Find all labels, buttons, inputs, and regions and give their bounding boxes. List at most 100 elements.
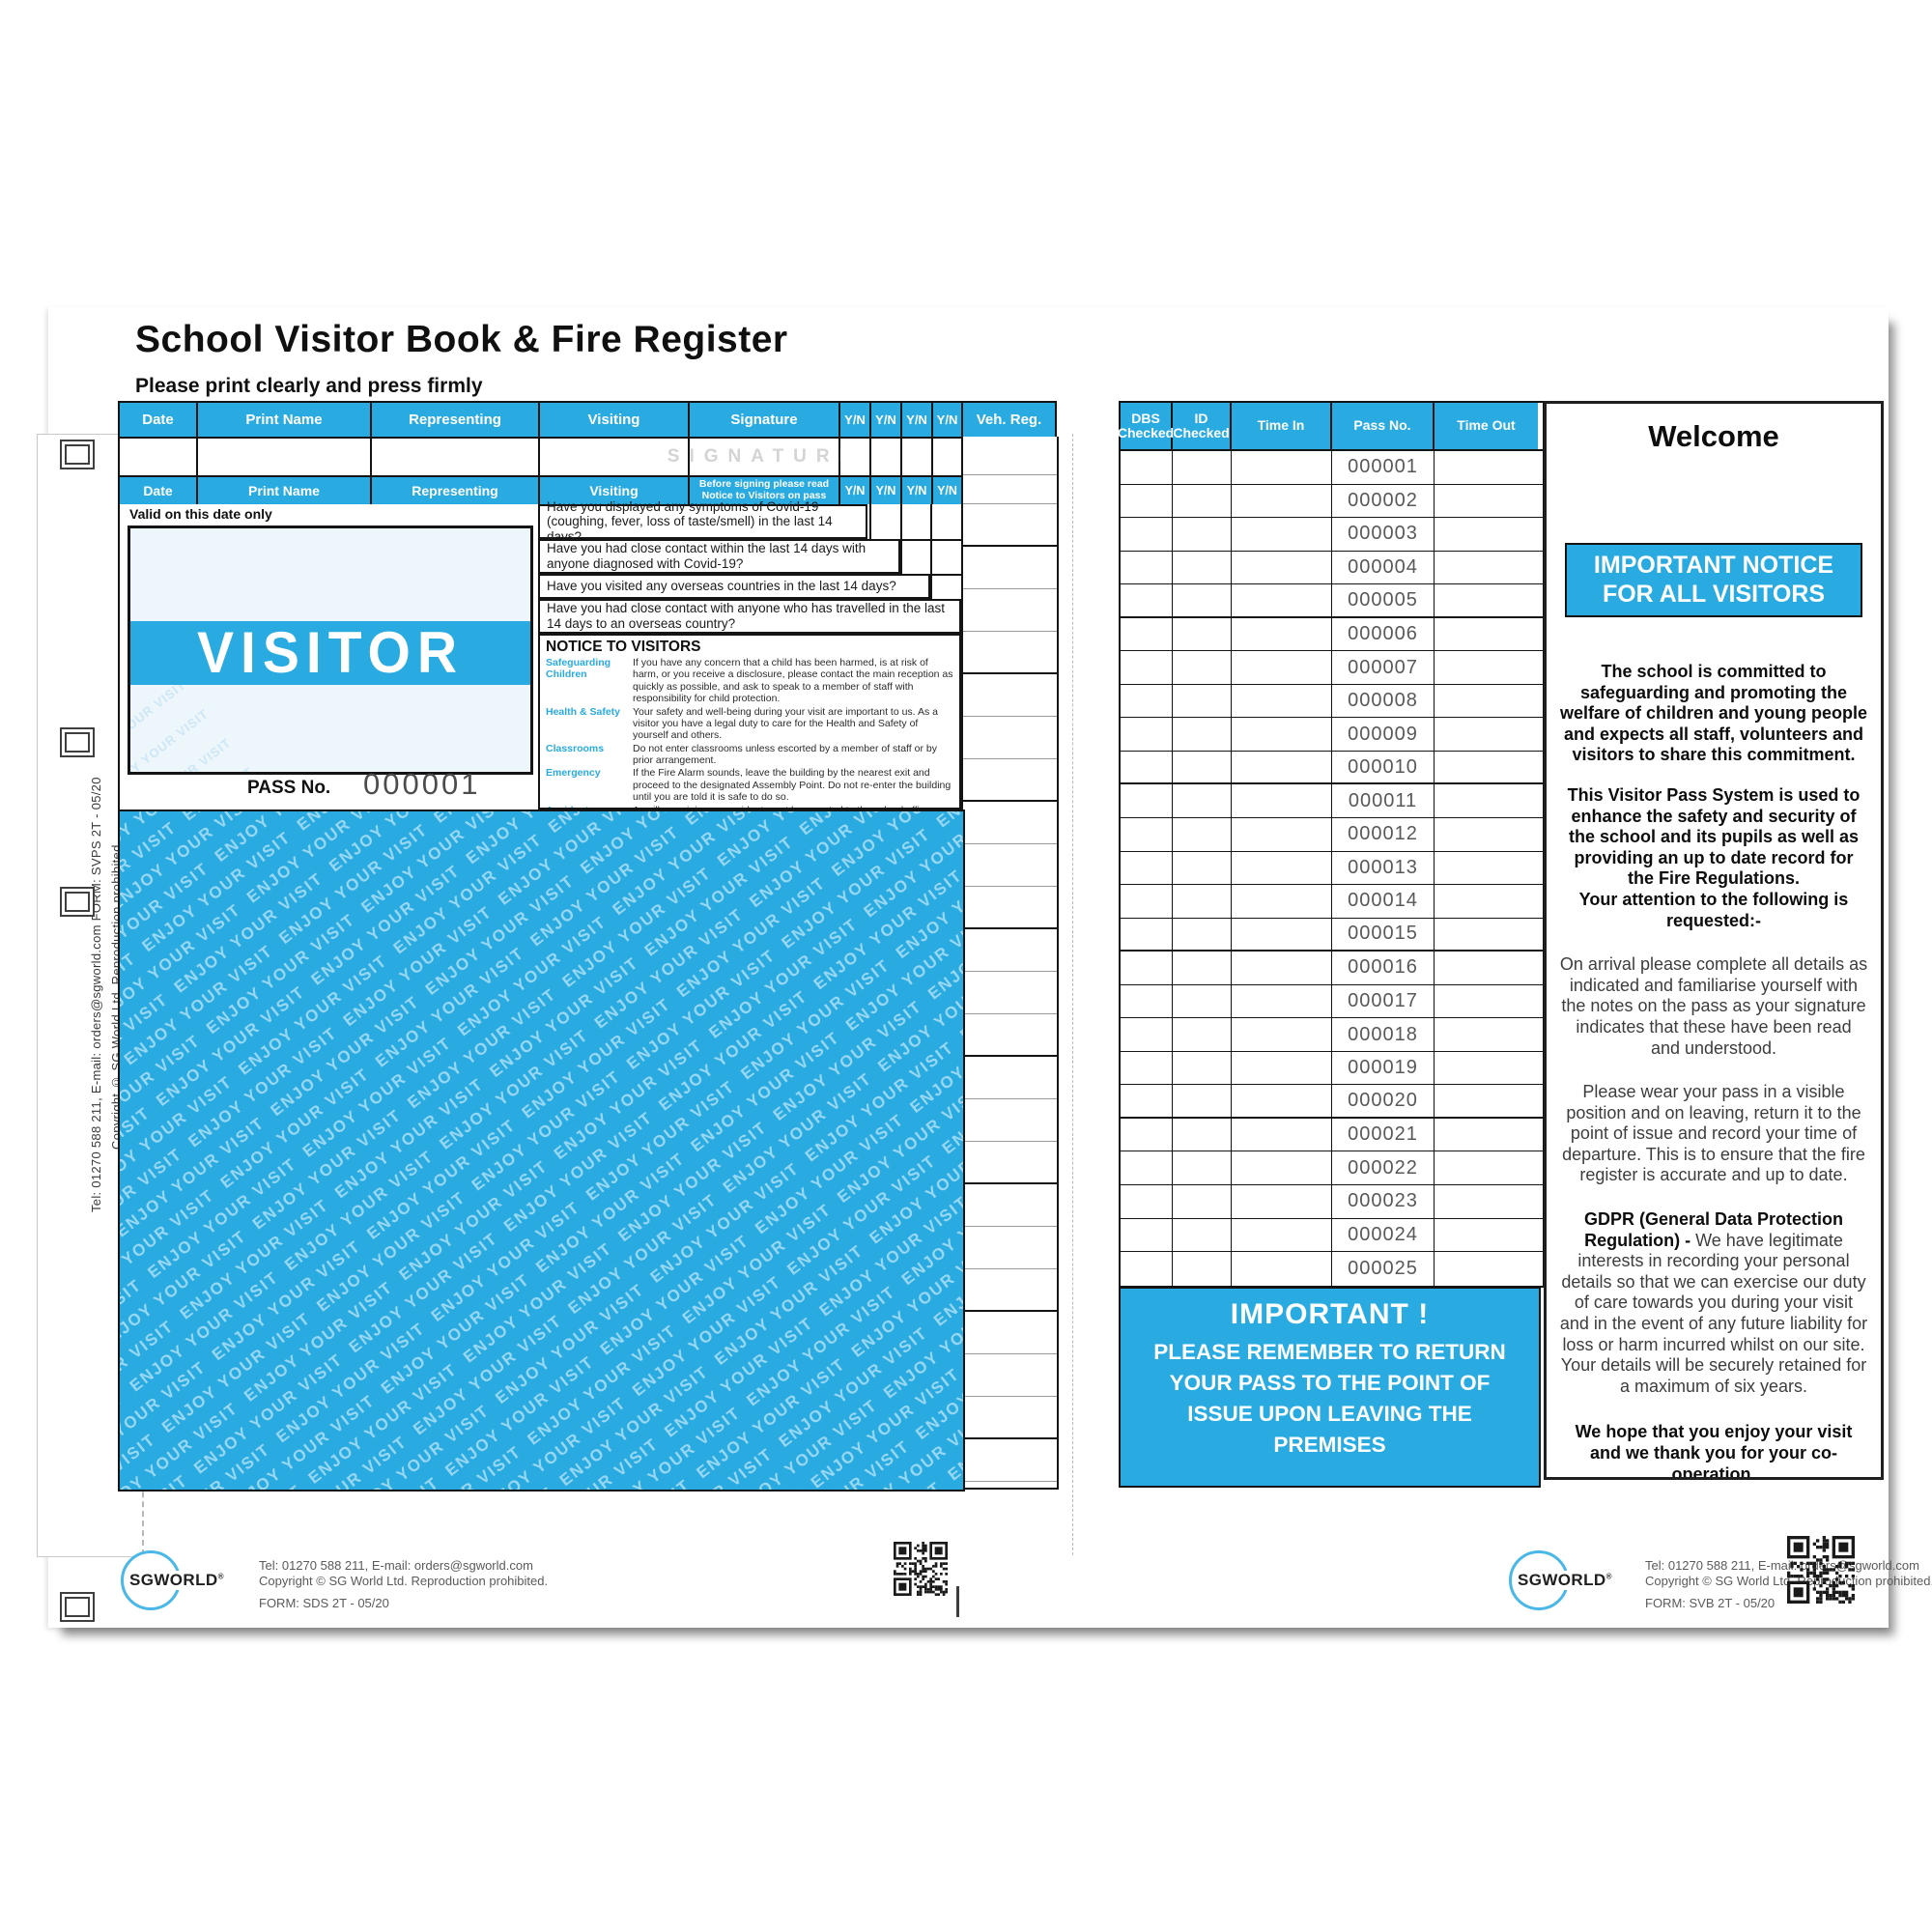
fire-register-cell[interactable] (1232, 984, 1332, 1018)
fire-register-cell[interactable] (1121, 851, 1173, 885)
fire-register-cell[interactable] (1435, 651, 1538, 684)
fire-register-cell[interactable] (1173, 1218, 1232, 1252)
fire-register-cell[interactable] (1121, 718, 1173, 751)
fire-register-cell[interactable] (1232, 851, 1332, 885)
veh-reg-cell[interactable] (963, 589, 1057, 632)
fire-register-cell[interactable] (1435, 885, 1538, 918)
fire-register-cell[interactable] (1121, 1118, 1173, 1151)
fire-register-cell[interactable] (1232, 551, 1332, 584)
veh-reg-cell[interactable] (963, 1142, 1057, 1184)
fire-register-cell[interactable] (1173, 617, 1232, 651)
register-entry-cell[interactable] (933, 439, 963, 477)
fire-register-cell[interactable] (1173, 451, 1232, 484)
fire-register-cell[interactable] (1121, 1218, 1173, 1252)
fire-register-cell[interactable] (1121, 651, 1173, 684)
fire-register-cell[interactable] (1121, 885, 1173, 918)
fire-register-cell[interactable] (1435, 685, 1538, 718)
fire-register-cell[interactable] (1435, 1252, 1538, 1286)
fire-register-cell[interactable] (1232, 918, 1332, 951)
fire-register-cell[interactable] (1173, 885, 1232, 918)
fire-register-cell[interactable] (1232, 1018, 1332, 1051)
fire-register-cell[interactable] (1121, 1252, 1173, 1286)
fire-register-cell[interactable] (1435, 752, 1538, 783)
veh-reg-cell[interactable] (963, 759, 1057, 802)
veh-reg-cell[interactable] (963, 929, 1057, 972)
fire-register-cell[interactable] (1435, 485, 1538, 518)
veh-reg-cell[interactable] (963, 504, 1057, 547)
fire-register-cell[interactable] (1232, 1185, 1332, 1218)
veh-reg-cell[interactable] (963, 802, 1057, 844)
veh-reg-cell[interactable] (963, 547, 1057, 589)
fire-register-cell[interactable] (1435, 1085, 1538, 1117)
fire-register-cell[interactable] (1173, 918, 1232, 951)
fire-register-cell[interactable] (1232, 1118, 1332, 1151)
fire-register-cell[interactable] (1173, 952, 1232, 984)
fire-register-cell[interactable] (1121, 518, 1173, 551)
register-entry-cell[interactable]: SIGNATURE (668, 439, 851, 477)
fire-register-cell[interactable] (1232, 885, 1332, 918)
fire-register-cell[interactable] (1173, 1085, 1232, 1117)
fire-register-cell[interactable] (1435, 1185, 1538, 1218)
veh-reg-cell[interactable] (963, 1269, 1057, 1312)
fire-register-cell[interactable] (1173, 1185, 1232, 1218)
fire-register-cell[interactable] (1173, 584, 1232, 616)
veh-reg-cell[interactable] (963, 1312, 1057, 1354)
veh-reg-cell[interactable] (963, 1057, 1057, 1099)
fire-register-cell[interactable] (1435, 718, 1538, 751)
fire-register-cell[interactable] (1173, 1018, 1232, 1051)
veh-reg-cell[interactable] (963, 632, 1057, 674)
register-entry-cell[interactable] (902, 439, 933, 477)
veh-reg-cell[interactable] (963, 1439, 1057, 1482)
fire-register-cell[interactable] (1121, 1051, 1173, 1085)
fire-register-cell[interactable] (1173, 984, 1232, 1018)
fire-register-cell[interactable] (1173, 751, 1232, 783)
fire-register-cell[interactable] (1435, 1052, 1538, 1085)
veh-reg-cell[interactable] (963, 1397, 1057, 1439)
fire-register-cell[interactable] (1435, 1119, 1538, 1151)
fire-register-cell[interactable] (1121, 451, 1173, 484)
fire-register-cell[interactable] (1121, 584, 1173, 616)
fire-register-cell[interactable] (1121, 617, 1173, 651)
fire-register-cell[interactable] (1435, 784, 1538, 817)
fire-register-cell[interactable] (1435, 1219, 1538, 1252)
fire-register-cell[interactable] (1435, 852, 1538, 885)
fire-register-cell[interactable] (1435, 584, 1538, 616)
veh-reg-cell[interactable] (963, 1099, 1057, 1142)
fire-register-cell[interactable] (1173, 518, 1232, 551)
fire-register-cell[interactable] (1173, 1118, 1232, 1151)
fire-register-cell[interactable] (1435, 1018, 1538, 1051)
fire-register-cell[interactable] (1121, 1185, 1173, 1218)
fire-register-cell[interactable] (1121, 1151, 1173, 1185)
fire-register-cell[interactable] (1232, 952, 1332, 984)
fire-register-cell[interactable] (1121, 818, 1173, 851)
register-entry-cell[interactable] (198, 439, 372, 477)
fire-register-cell[interactable] (1435, 451, 1538, 484)
veh-reg-cell[interactable] (963, 1227, 1057, 1269)
veh-reg-cell[interactable] (963, 1014, 1057, 1057)
fire-register-cell[interactable] (1121, 1018, 1173, 1051)
fire-register-cell[interactable] (1435, 1151, 1538, 1184)
fire-register-cell[interactable] (1232, 1218, 1332, 1252)
fire-register-cell[interactable] (1173, 784, 1232, 818)
register-entry-cell[interactable] (372, 439, 540, 477)
fire-register-cell[interactable] (1173, 818, 1232, 851)
fire-register-cell[interactable] (1121, 484, 1173, 518)
fire-register-cell[interactable] (1173, 651, 1232, 684)
fire-register-cell[interactable] (1173, 1252, 1232, 1286)
veh-reg-cell[interactable] (963, 1184, 1057, 1227)
register-entry-cell[interactable] (871, 439, 902, 477)
fire-register-cell[interactable] (1232, 784, 1332, 818)
fire-register-cell[interactable] (1232, 1252, 1332, 1286)
fire-register-cell[interactable] (1232, 818, 1332, 851)
fire-register-cell[interactable] (1435, 952, 1538, 984)
fire-register-cell[interactable] (1232, 484, 1332, 518)
fire-register-cell[interactable] (1435, 985, 1538, 1018)
fire-register-cell[interactable] (1232, 451, 1332, 484)
fire-register-cell[interactable] (1232, 718, 1332, 751)
veh-reg-cell[interactable] (963, 674, 1057, 717)
fire-register-cell[interactable] (1435, 818, 1538, 851)
fire-register-cell[interactable] (1173, 484, 1232, 518)
fire-register-cell[interactable] (1121, 784, 1173, 818)
fire-register-cell[interactable] (1173, 551, 1232, 584)
fire-register-cell[interactable] (1173, 1151, 1232, 1185)
